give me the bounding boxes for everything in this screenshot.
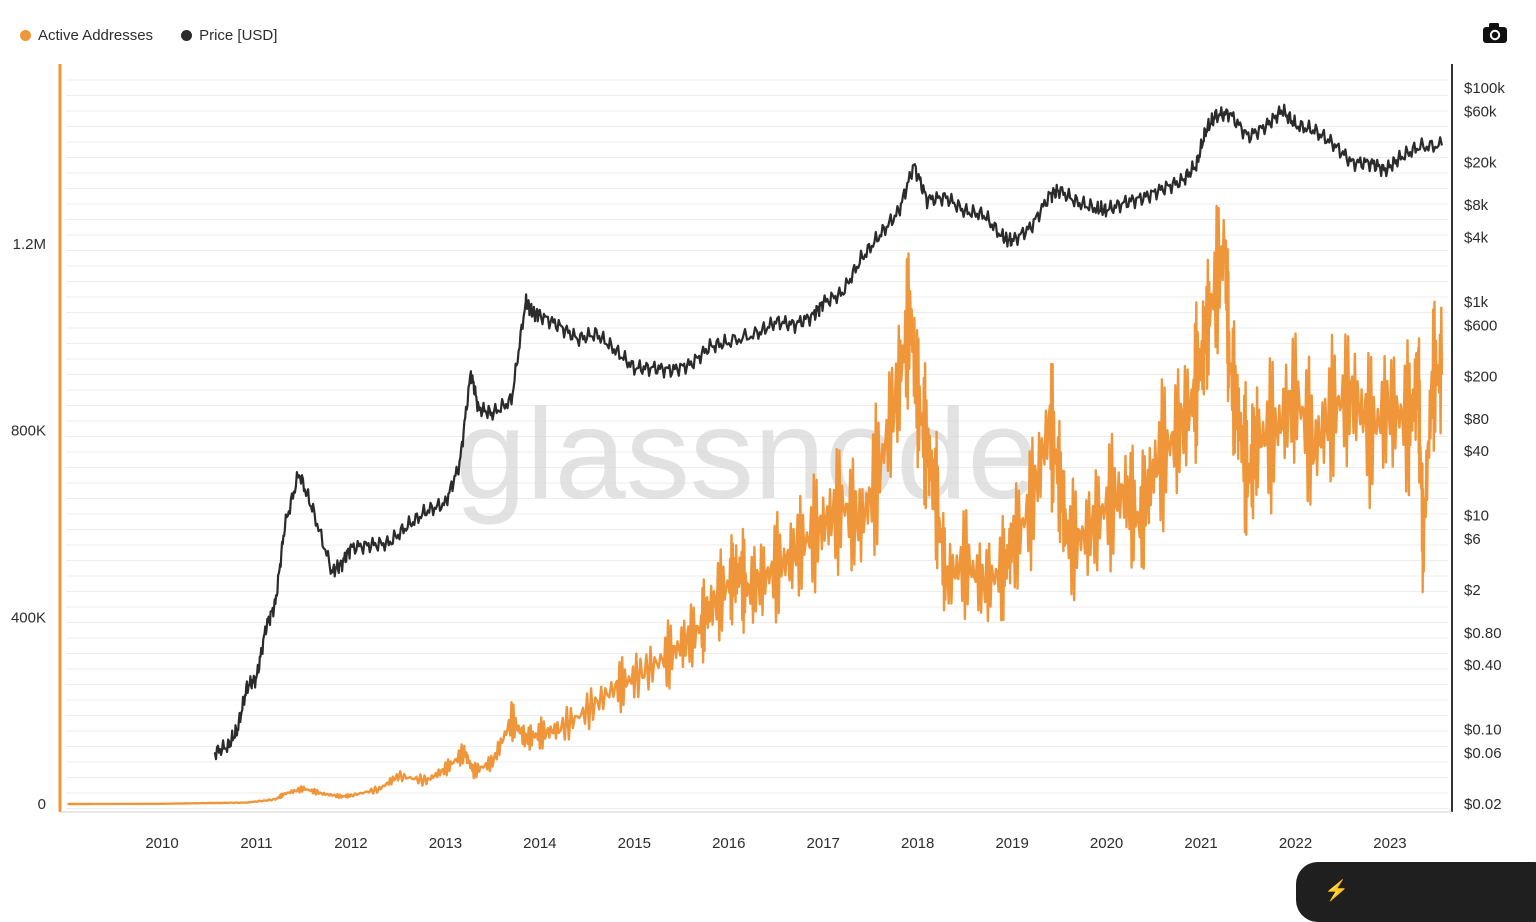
series-layer xyxy=(67,103,1444,806)
x-tick-label: 2020 xyxy=(1090,835,1123,852)
right-tick-label: $6 xyxy=(1464,531,1481,548)
legend-dot-price xyxy=(181,30,193,41)
watermark-logo: glassnode xyxy=(455,383,1039,526)
left-axis-ticks: 0 400K 800K 1.2M xyxy=(11,236,46,813)
right-tick-label: $40 xyxy=(1464,443,1489,460)
chart-legend: Active Addresses Price [USD] xyxy=(20,27,277,44)
right-tick-label: $10 xyxy=(1464,508,1489,525)
left-tick-label: 400K xyxy=(11,609,46,626)
right-tick-label: $1k xyxy=(1464,294,1489,311)
x-tick-label: 2021 xyxy=(1184,835,1217,852)
right-tick-label: $0.06 xyxy=(1464,745,1502,762)
right-tick-label: $600 xyxy=(1464,317,1497,334)
legend-dot-active xyxy=(20,30,31,41)
right-tick-label: $0.02 xyxy=(1464,796,1502,813)
x-tick-label: 2022 xyxy=(1279,835,1312,852)
right-tick-label: $20k xyxy=(1464,155,1497,172)
left-tick-label: 0 xyxy=(38,796,46,813)
right-tick-label: $8k xyxy=(1464,197,1489,214)
legend-item-price[interactable]: Price [USD] xyxy=(181,27,277,44)
right-tick-label: $4k xyxy=(1464,229,1489,246)
x-tick-label: 2013 xyxy=(429,835,462,852)
x-tick-label: 2023 xyxy=(1373,835,1406,852)
x-axis-ticks: 2010 2011 2012 2013 2014 2015 2016 2017 2018 2019… xyxy=(145,835,1406,852)
legend-label-active: Active Addresses xyxy=(38,27,154,44)
legend-item-active-addresses[interactable]: Active Addresses xyxy=(20,27,153,44)
x-tick-label: 2012 xyxy=(334,835,367,852)
x-tick-label: 2019 xyxy=(995,835,1028,852)
x-tick-label: 2018 xyxy=(901,835,934,852)
lightning-icon: ⚡ xyxy=(1324,880,1349,902)
right-tick-label: $100k xyxy=(1464,80,1505,97)
x-tick-label: 2017 xyxy=(807,835,840,852)
x-tick-label: 2011 xyxy=(240,835,272,852)
right-tick-label: $200 xyxy=(1464,368,1497,385)
left-tick-label: 800K xyxy=(11,423,46,440)
right-tick-label: $80 xyxy=(1464,411,1489,428)
right-axis-ticks: $100k $60k $20k $8k $4k $1k $600 $200 $80 $40 $10 $… xyxy=(1464,80,1505,813)
x-tick-label: 2010 xyxy=(145,835,178,852)
x-tick-label: 2014 xyxy=(523,835,556,852)
right-tick-label: $0.40 xyxy=(1464,657,1502,674)
camera-icon[interactable] xyxy=(1481,20,1509,46)
chart-area: glassnode 0 400K 800K 1.2M $100k $60k $20k $8k… xyxy=(11,64,1505,852)
x-tick-label: 2015 xyxy=(618,835,651,852)
active-addresses-line xyxy=(67,204,1444,806)
right-tick-label: $60k xyxy=(1464,104,1497,121)
left-tick-label: 1.2M xyxy=(13,236,46,253)
right-tick-label: $0.10 xyxy=(1464,721,1502,738)
right-tick-label: $2 xyxy=(1464,582,1481,599)
price-line xyxy=(213,103,1443,761)
legend-label-price: Price [USD] xyxy=(199,27,278,44)
get-started-button[interactable]: ⚡ xyxy=(1296,862,1536,922)
right-tick-label: $0.80 xyxy=(1464,625,1502,642)
x-tick-label: 2016 xyxy=(712,835,745,852)
